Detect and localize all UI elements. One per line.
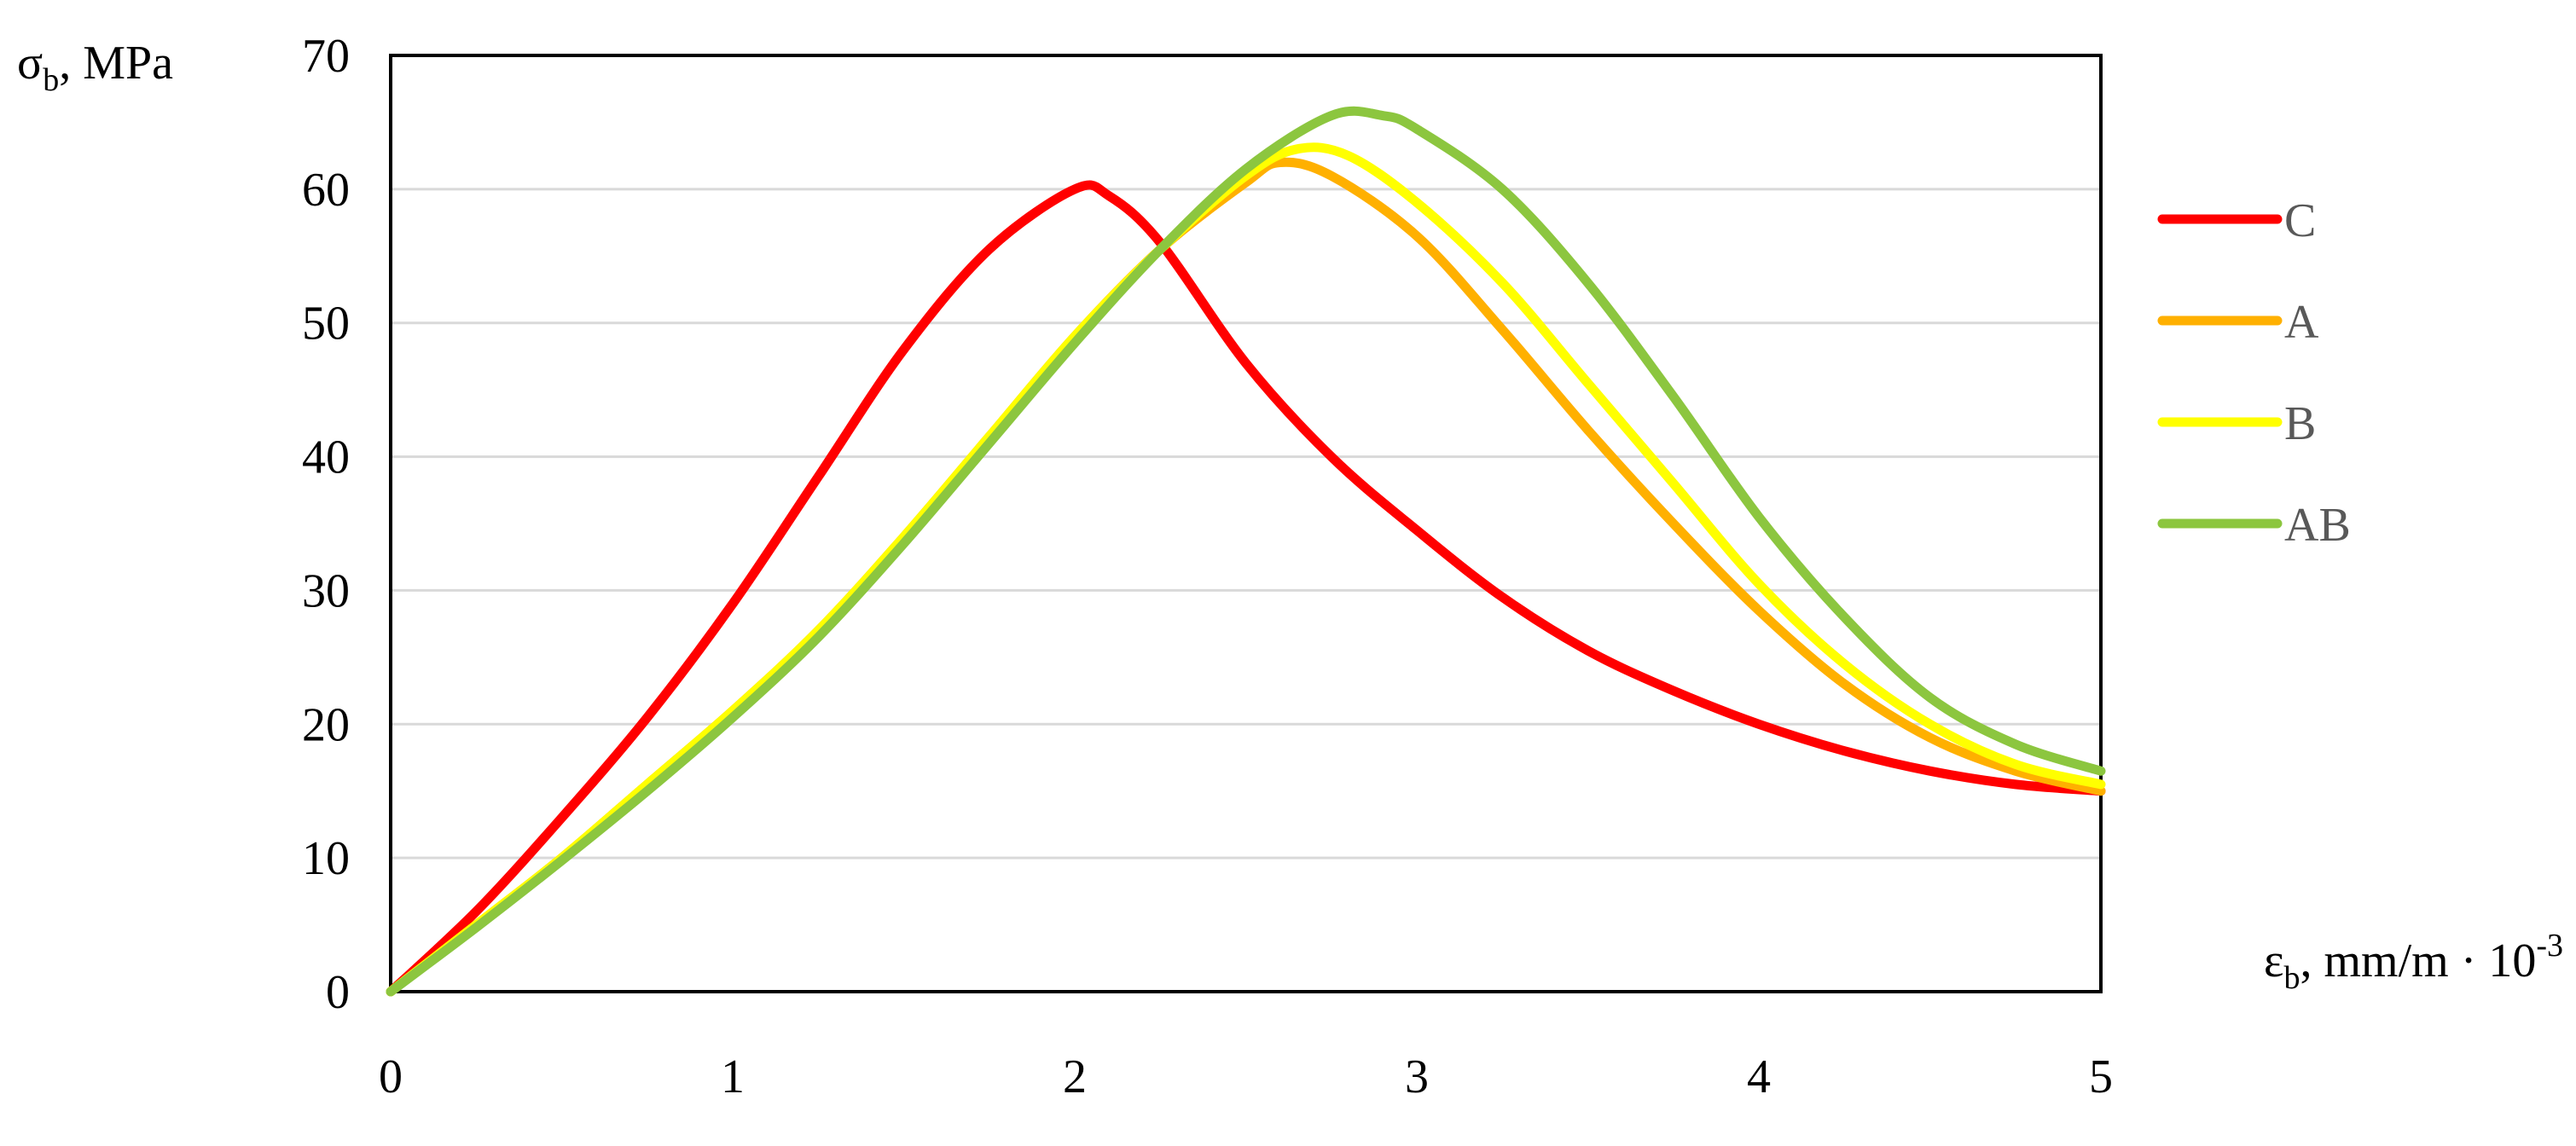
series-line-c xyxy=(386,180,2106,997)
x-axis-label-symbol: ε xyxy=(2264,935,2284,987)
y-tick-label: 60 xyxy=(302,164,350,217)
y-axis-label: σb, MPa xyxy=(17,37,173,98)
x-tick-label: 5 xyxy=(2089,1050,2113,1103)
y-axis-label-symbol: σ xyxy=(17,37,43,90)
series-line-a xyxy=(386,157,2106,997)
y-tick-label: 20 xyxy=(302,698,350,751)
y-tick-label: 70 xyxy=(302,30,350,83)
y-tick-label: 40 xyxy=(302,431,350,484)
legend-item-ab: AB xyxy=(2157,499,2351,552)
x-axis-label-unit: , mm/m · 10 xyxy=(2300,935,2536,987)
series-line-b xyxy=(386,142,2106,997)
x-tick-labels: 0 1 2 3 4 5 xyxy=(379,1050,2113,1103)
legend-item-c: C xyxy=(2157,194,2316,247)
x-tick-label: 3 xyxy=(1405,1050,1429,1103)
legend-label: C xyxy=(2284,194,2316,247)
y-axis-label-subscript: b xyxy=(43,62,59,98)
x-tick-label: 2 xyxy=(1063,1050,1087,1103)
y-tick-label: 0 xyxy=(326,966,350,1019)
legend-label: B xyxy=(2284,397,2316,450)
x-tick-label: 4 xyxy=(1747,1050,1771,1103)
x-tick-label: 1 xyxy=(721,1050,745,1103)
y-tick-label: 50 xyxy=(302,298,350,350)
legend-item-b: B xyxy=(2157,397,2316,450)
legend-label: A xyxy=(2284,296,2319,349)
legend-item-a: A xyxy=(2157,296,2319,349)
series-layer xyxy=(386,106,2106,997)
y-tick-label: 10 xyxy=(302,832,350,885)
x-axis-label-subscript: b xyxy=(2283,960,2300,996)
gridlines xyxy=(391,188,2101,860)
series-line-ab xyxy=(386,106,2106,997)
x-axis-label: εb, mm/m · 10-3 xyxy=(2264,928,2563,996)
y-tick-label: 30 xyxy=(302,564,350,617)
y-axis-label-unit: , MPa xyxy=(59,37,173,90)
x-axis-label-exponent: -3 xyxy=(2536,928,2563,964)
legend-label: AB xyxy=(2284,499,2351,552)
x-tick-label: 0 xyxy=(379,1050,403,1103)
y-tick-labels: 0 10 20 30 40 50 60 70 xyxy=(302,30,350,1019)
plot-frame xyxy=(389,54,2103,993)
